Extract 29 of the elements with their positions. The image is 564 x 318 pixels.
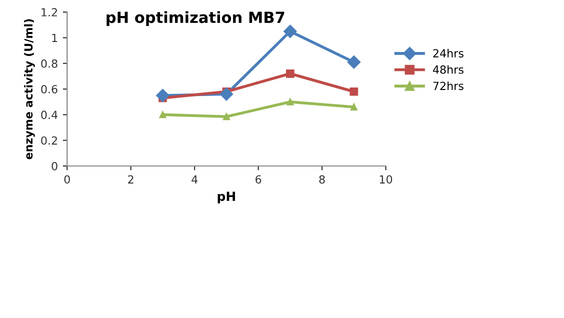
y-tick-label: 0.6 bbox=[41, 85, 58, 94]
point bbox=[347, 56, 360, 69]
x-tick-label: 8 bbox=[319, 175, 325, 184]
x-tick-label: 0 bbox=[64, 175, 70, 184]
point bbox=[350, 104, 358, 110]
y-tick-label: 0.8 bbox=[41, 59, 58, 68]
legend-label: 72hrs bbox=[433, 82, 464, 90]
point bbox=[222, 113, 230, 120]
y-tick-label: 0.4 bbox=[41, 110, 58, 120]
y-axis-title: enzyme activity (U/ml) bbox=[24, 19, 35, 160]
point bbox=[350, 87, 358, 96]
point bbox=[286, 69, 294, 78]
x-tick-label: 6 bbox=[256, 175, 262, 184]
chart-title: pH optimization MB7 bbox=[106, 11, 284, 26]
point bbox=[156, 88, 170, 102]
legend-label: 48hrs bbox=[432, 65, 464, 74]
point bbox=[159, 111, 166, 118]
x-tick-label: 4 bbox=[192, 175, 198, 184]
point bbox=[286, 98, 294, 106]
x-tick-label: 2 bbox=[128, 175, 134, 184]
y-tick-label: 1 bbox=[52, 34, 58, 42]
x-tick-label: 10 bbox=[380, 175, 392, 184]
point bbox=[220, 88, 234, 101]
y-tick-label: 1.2 bbox=[42, 8, 57, 16]
y-tick-label: 0 bbox=[52, 162, 58, 170]
point bbox=[284, 24, 297, 38]
y-tick-label: 0.2 bbox=[41, 136, 57, 145]
x-axis-title: pH bbox=[218, 192, 236, 204]
legend-label: 24hrs bbox=[433, 48, 464, 58]
